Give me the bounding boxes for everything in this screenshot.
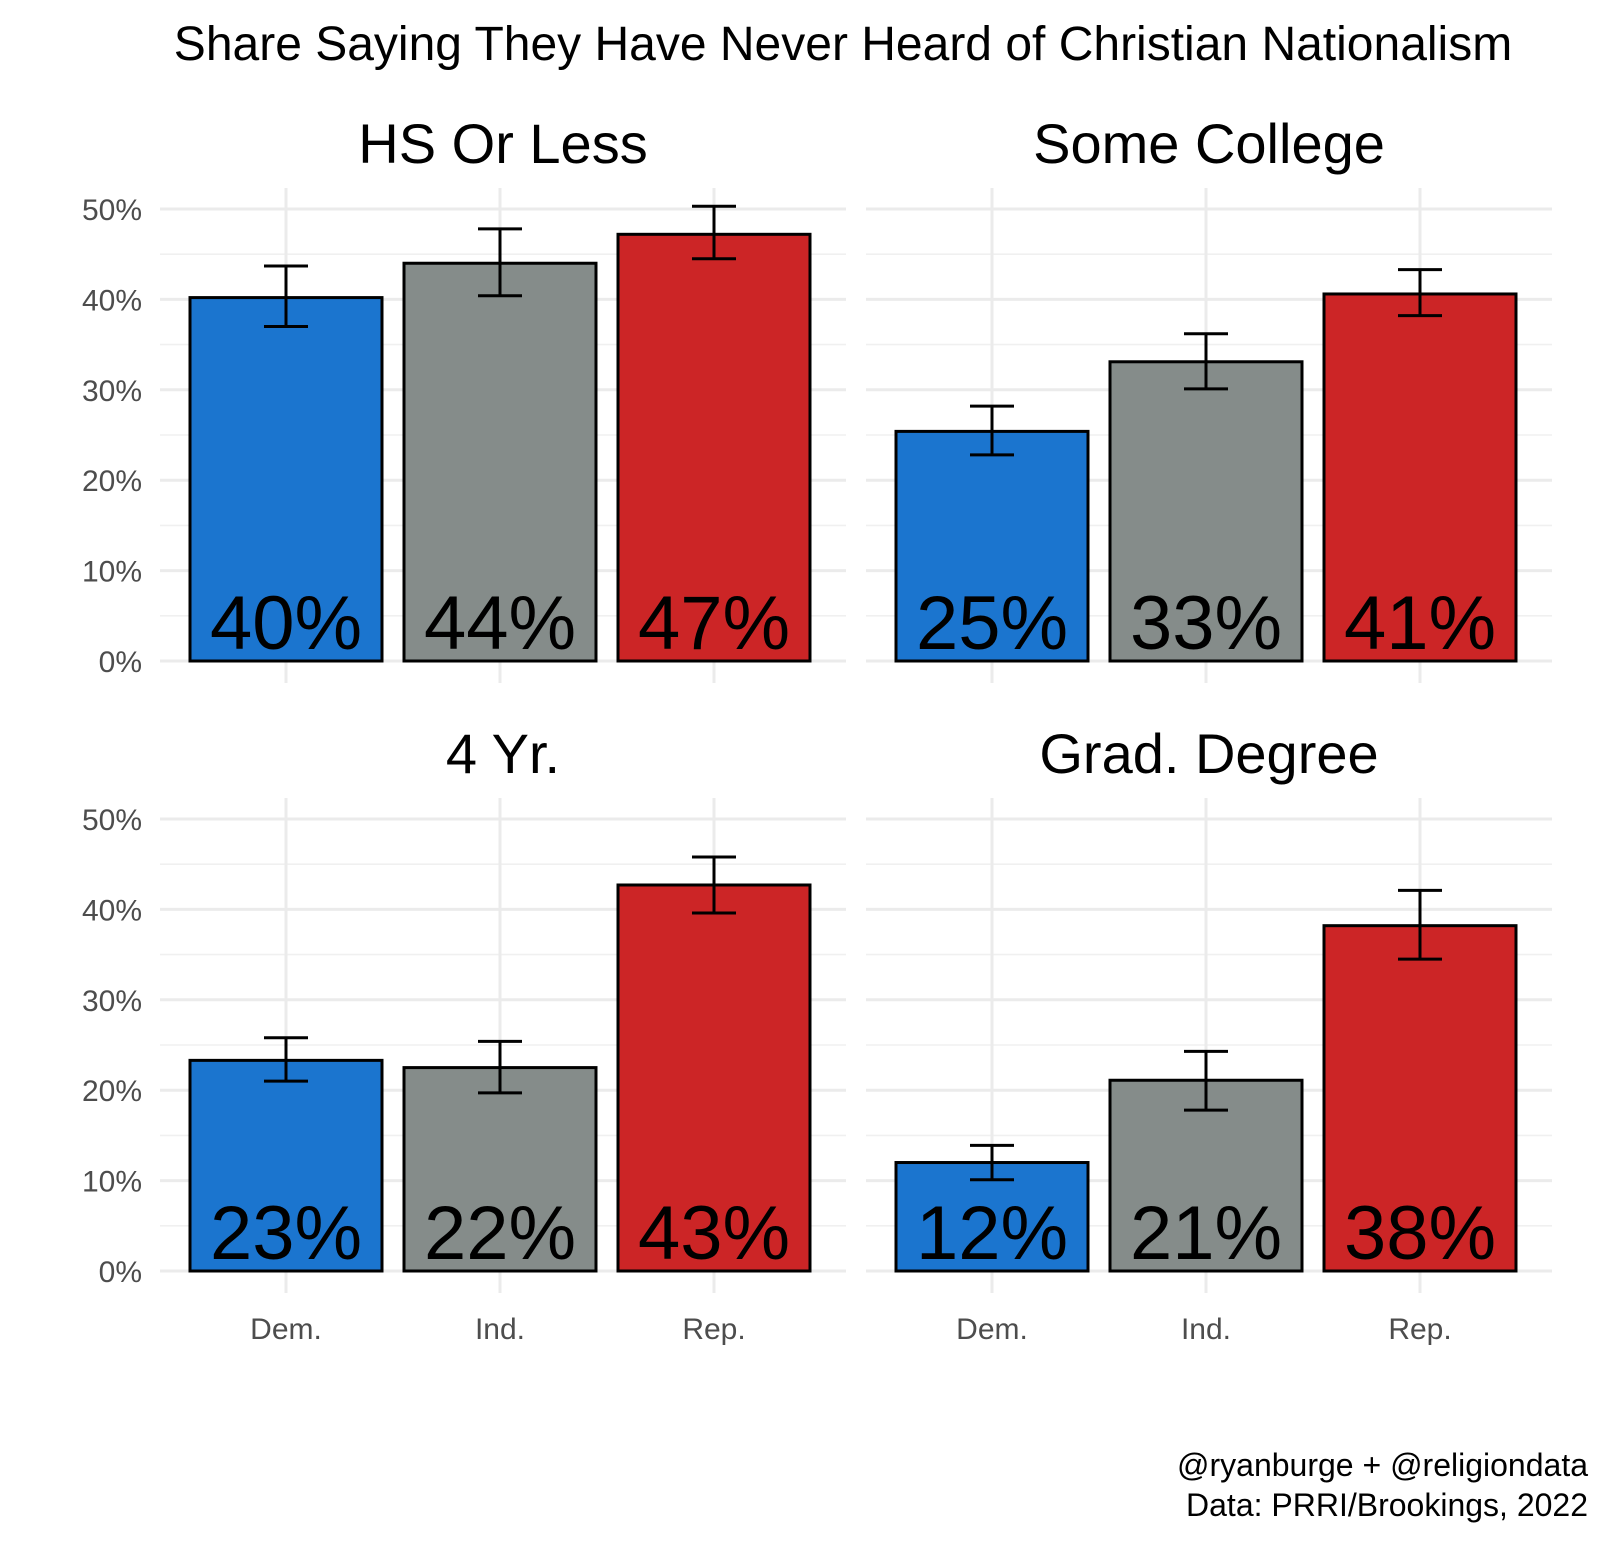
panel-title: HS Or Less — [358, 112, 647, 175]
bar-value-label: 38% — [1344, 1191, 1496, 1276]
x-tick-label: Rep. — [682, 1313, 745, 1346]
x-tick-label: Dem. — [956, 1313, 1028, 1346]
y-tick-label: 10% — [82, 1166, 142, 1199]
bar-ind — [402, 261, 598, 663]
bar-rep — [616, 232, 812, 663]
panel-title: Some College — [1033, 112, 1385, 175]
bar-ind — [1108, 1078, 1304, 1273]
y-tick-label: 0% — [99, 1256, 142, 1289]
bar-value-label: 21% — [1130, 1191, 1282, 1276]
bar-value-label: 40% — [210, 581, 362, 666]
y-tick-label: 40% — [82, 284, 142, 317]
bar-value-label: 12% — [916, 1191, 1068, 1276]
bar-rep — [1322, 924, 1518, 1273]
bar-value-label: 25% — [916, 581, 1068, 666]
panel-hs-or-less: HS Or Less 0% 10% 20% 30% 40% 50% 40% 44% 47% — [82, 112, 846, 683]
caption-credit: @ryanburge + @religiondata — [1177, 1447, 1588, 1483]
bar-dem — [188, 296, 384, 663]
y-tick-label: 30% — [82, 375, 142, 408]
panel-grad-degree: Grad. Degree 12% 21% 38% Dem. Ind. Rep. — [866, 722, 1552, 1346]
bar-dem — [894, 429, 1090, 663]
bar-rep — [1322, 292, 1518, 663]
y-tick-label: 20% — [82, 1075, 142, 1108]
chart-title: Share Saying They Have Never Heard of Ch… — [174, 18, 1512, 71]
x-tick-label: Dem. — [250, 1313, 322, 1346]
y-tick-label: 30% — [82, 985, 142, 1018]
bar-value-label: 33% — [1130, 581, 1282, 666]
y-tick-label: 50% — [82, 804, 142, 837]
x-tick-label: Ind. — [1181, 1313, 1231, 1346]
x-tick-label: Rep. — [1388, 1313, 1451, 1346]
bar-value-label: 43% — [638, 1191, 790, 1276]
panel-title: Grad. Degree — [1039, 722, 1378, 785]
panel-title: 4 Yr. — [446, 722, 560, 785]
y-tick-label: 40% — [82, 894, 142, 927]
y-tick-label: 50% — [82, 194, 142, 227]
y-tick-label: 10% — [82, 556, 142, 589]
facet-panels: HS Or Less 0% 10% 20% 30% 40% 50% 40% 44% 47% Some… — [82, 112, 1552, 1346]
panel-some-college: Some College 25% 33% 41% — [866, 112, 1552, 683]
y-tick-label: 20% — [82, 465, 142, 498]
bar-value-label: 23% — [210, 1191, 362, 1276]
bar-value-label: 22% — [424, 1191, 576, 1276]
bar-dem — [188, 1058, 384, 1273]
panel-4-yr: 4 Yr. 0% 10% 20% 30% 40% 50% 23% 22% 43% Dem. Ind. R… — [82, 722, 846, 1346]
bar-ind — [402, 1066, 598, 1273]
bar-value-label: 41% — [1344, 581, 1496, 666]
caption-source: Data: PRRI/Brookings, 2022 — [1186, 1487, 1588, 1523]
bar-value-label: 47% — [638, 581, 790, 666]
bar-value-label: 44% — [424, 581, 576, 666]
bar-ind — [1108, 360, 1304, 663]
x-tick-label: Ind. — [475, 1313, 525, 1346]
y-tick-label: 0% — [99, 646, 142, 679]
